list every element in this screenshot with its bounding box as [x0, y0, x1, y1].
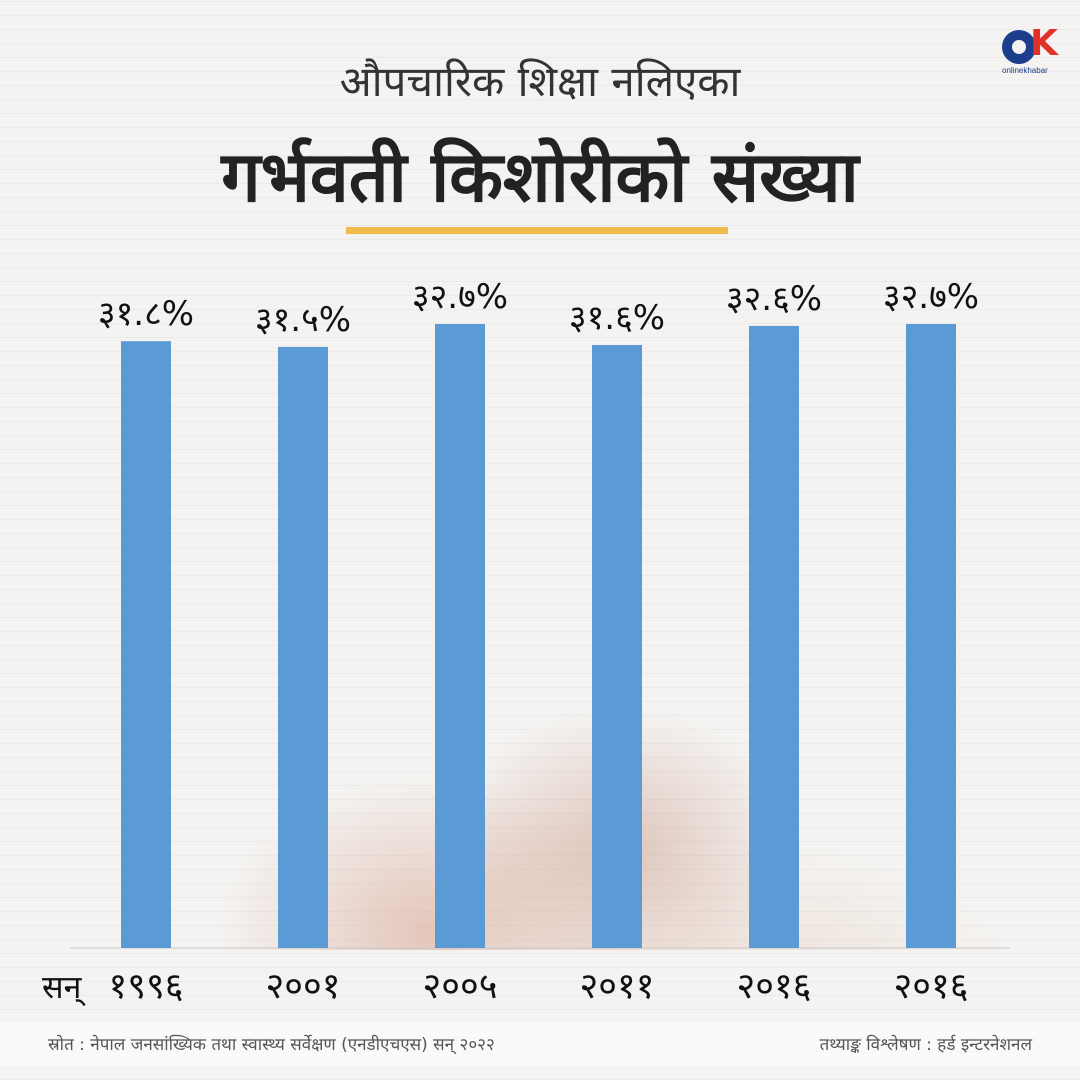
- bar-5: [906, 324, 956, 948]
- bar-4: [749, 325, 799, 948]
- page-title: गर्भवती किशोरीको संख्या: [221, 136, 859, 218]
- value-label-0: ३१.८%: [98, 294, 194, 334]
- value-label-2: ३२.७%: [412, 277, 508, 317]
- bar-1: [278, 346, 328, 949]
- x-tick-label-1: २००१: [266, 966, 341, 1007]
- x-tick-label-4: २०१६: [737, 966, 812, 1007]
- bar-2: [435, 324, 485, 948]
- bar-3: [592, 344, 642, 948]
- bar-0: [121, 341, 171, 948]
- analysis-credit: तथ्याङ्क विश्लेषण : हर्ड इन्टरनेशनल: [819, 1035, 1032, 1055]
- logo-text: onlinekhabar: [1002, 66, 1048, 75]
- brand-logo: K onlinekhabar: [1000, 23, 1060, 76]
- x-tick-label-2: २००५: [423, 966, 498, 1007]
- x-tick-label-5: २०१६: [894, 966, 969, 1007]
- value-label-5: ३२.७%: [883, 277, 979, 317]
- x-tick-label-3: २०११: [580, 966, 655, 1007]
- value-label-4: ३२.६%: [726, 279, 822, 319]
- value-label-1: ३१.५%: [255, 300, 351, 340]
- x-axis-prefix: सन्: [42, 968, 86, 1007]
- footer: स्रोत : नेपाल जनसांख्यिक तथा स्वास्थ्य स…: [0, 1022, 1080, 1066]
- bar-chart: ३१.८% १९९६ ३१.५% २००१ ३२.७% २००५ ३१.६% २०११ ३२.६…: [42, 277, 1010, 1007]
- title-underline: [346, 227, 728, 234]
- logo-k-icon: K: [1030, 23, 1058, 64]
- value-label-3: ३१.६%: [569, 298, 665, 338]
- source-note: स्रोत : नेपाल जनसांख्यिक तथा स्वास्थ्य स…: [48, 1035, 495, 1055]
- page-subtitle: औपचारिक शिक्षा नलिएका: [339, 57, 741, 106]
- logo-o-icon: [1002, 30, 1036, 64]
- x-tick-label-0: १९९६: [109, 966, 184, 1007]
- background-photo: [0, 330, 1080, 950]
